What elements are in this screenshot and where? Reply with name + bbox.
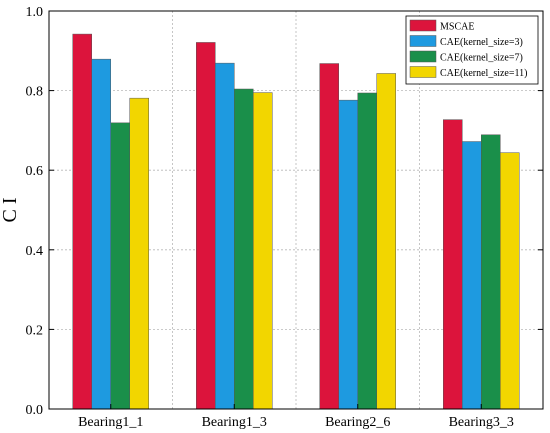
bar-2-bearing3-3 bbox=[462, 141, 482, 410]
bars-group bbox=[72, 33, 520, 410]
bar-2-bearing1-1 bbox=[91, 58, 111, 410]
y-tick-label: 0.2 bbox=[26, 323, 44, 338]
bar-1-bearing1-3 bbox=[196, 42, 216, 410]
legend-swatch bbox=[409, 19, 437, 32]
bar-2-bearing1-3 bbox=[215, 62, 235, 410]
x-tick-label: Bearing2_6 bbox=[325, 415, 390, 430]
y-tick-label: 0.8 bbox=[26, 85, 44, 100]
legend-label: CAE(kernel_size=7) bbox=[440, 53, 523, 64]
x-tick-label: Bearing1_3 bbox=[202, 415, 267, 430]
bar-4-bearing1-1 bbox=[129, 97, 149, 410]
bar-3-bearing2-6 bbox=[357, 92, 377, 410]
legend-swatch bbox=[409, 35, 437, 47]
bar-4-bearing1-3 bbox=[253, 92, 273, 410]
bar-4-bearing3-3 bbox=[500, 152, 520, 410]
legend-label: MSCAE bbox=[440, 22, 474, 33]
x-axis-ticks: Bearing1_1 Bearing1_3 Bearing2_6 Bearing3_3 bbox=[78, 404, 514, 430]
y-tick-label: 1.0 bbox=[26, 5, 44, 20]
bar-1-bearing1-1 bbox=[72, 33, 92, 410]
x-tick-label: Bearing3_3 bbox=[449, 415, 514, 430]
legend-swatch bbox=[409, 50, 437, 63]
y-tick-label: 0.4 bbox=[26, 244, 44, 259]
bar-1-bearing3-3 bbox=[443, 119, 463, 410]
bar-2-bearing2-6 bbox=[338, 99, 358, 410]
plot-frame bbox=[48, 10, 544, 410]
legend: MSCAE CAE(kernel_size=3) CAE(kernel_size=7… bbox=[405, 15, 539, 85]
x-tick-label: Bearing1_1 bbox=[78, 415, 143, 430]
legend-label: CAE(kernel_size=11) bbox=[440, 68, 527, 79]
legend-label: CAE(kernel_size=3) bbox=[440, 37, 523, 48]
y-axis-ticks: 0.0 0.2 0.4 0.6 0.8 1.0 bbox=[26, 5, 543, 418]
legend-swatch bbox=[409, 66, 437, 78]
bar-1-bearing2-6 bbox=[319, 63, 339, 410]
y-tick-label: 0.0 bbox=[26, 403, 44, 418]
y-tick-label: 0.6 bbox=[26, 164, 44, 179]
bar-3-bearing3-3 bbox=[481, 134, 501, 410]
bar-3-bearing1-1 bbox=[110, 122, 130, 410]
bar-3-bearing1-3 bbox=[234, 88, 254, 410]
y-axis-label: C I bbox=[0, 198, 21, 223]
bar-4-bearing2-6 bbox=[376, 73, 396, 410]
